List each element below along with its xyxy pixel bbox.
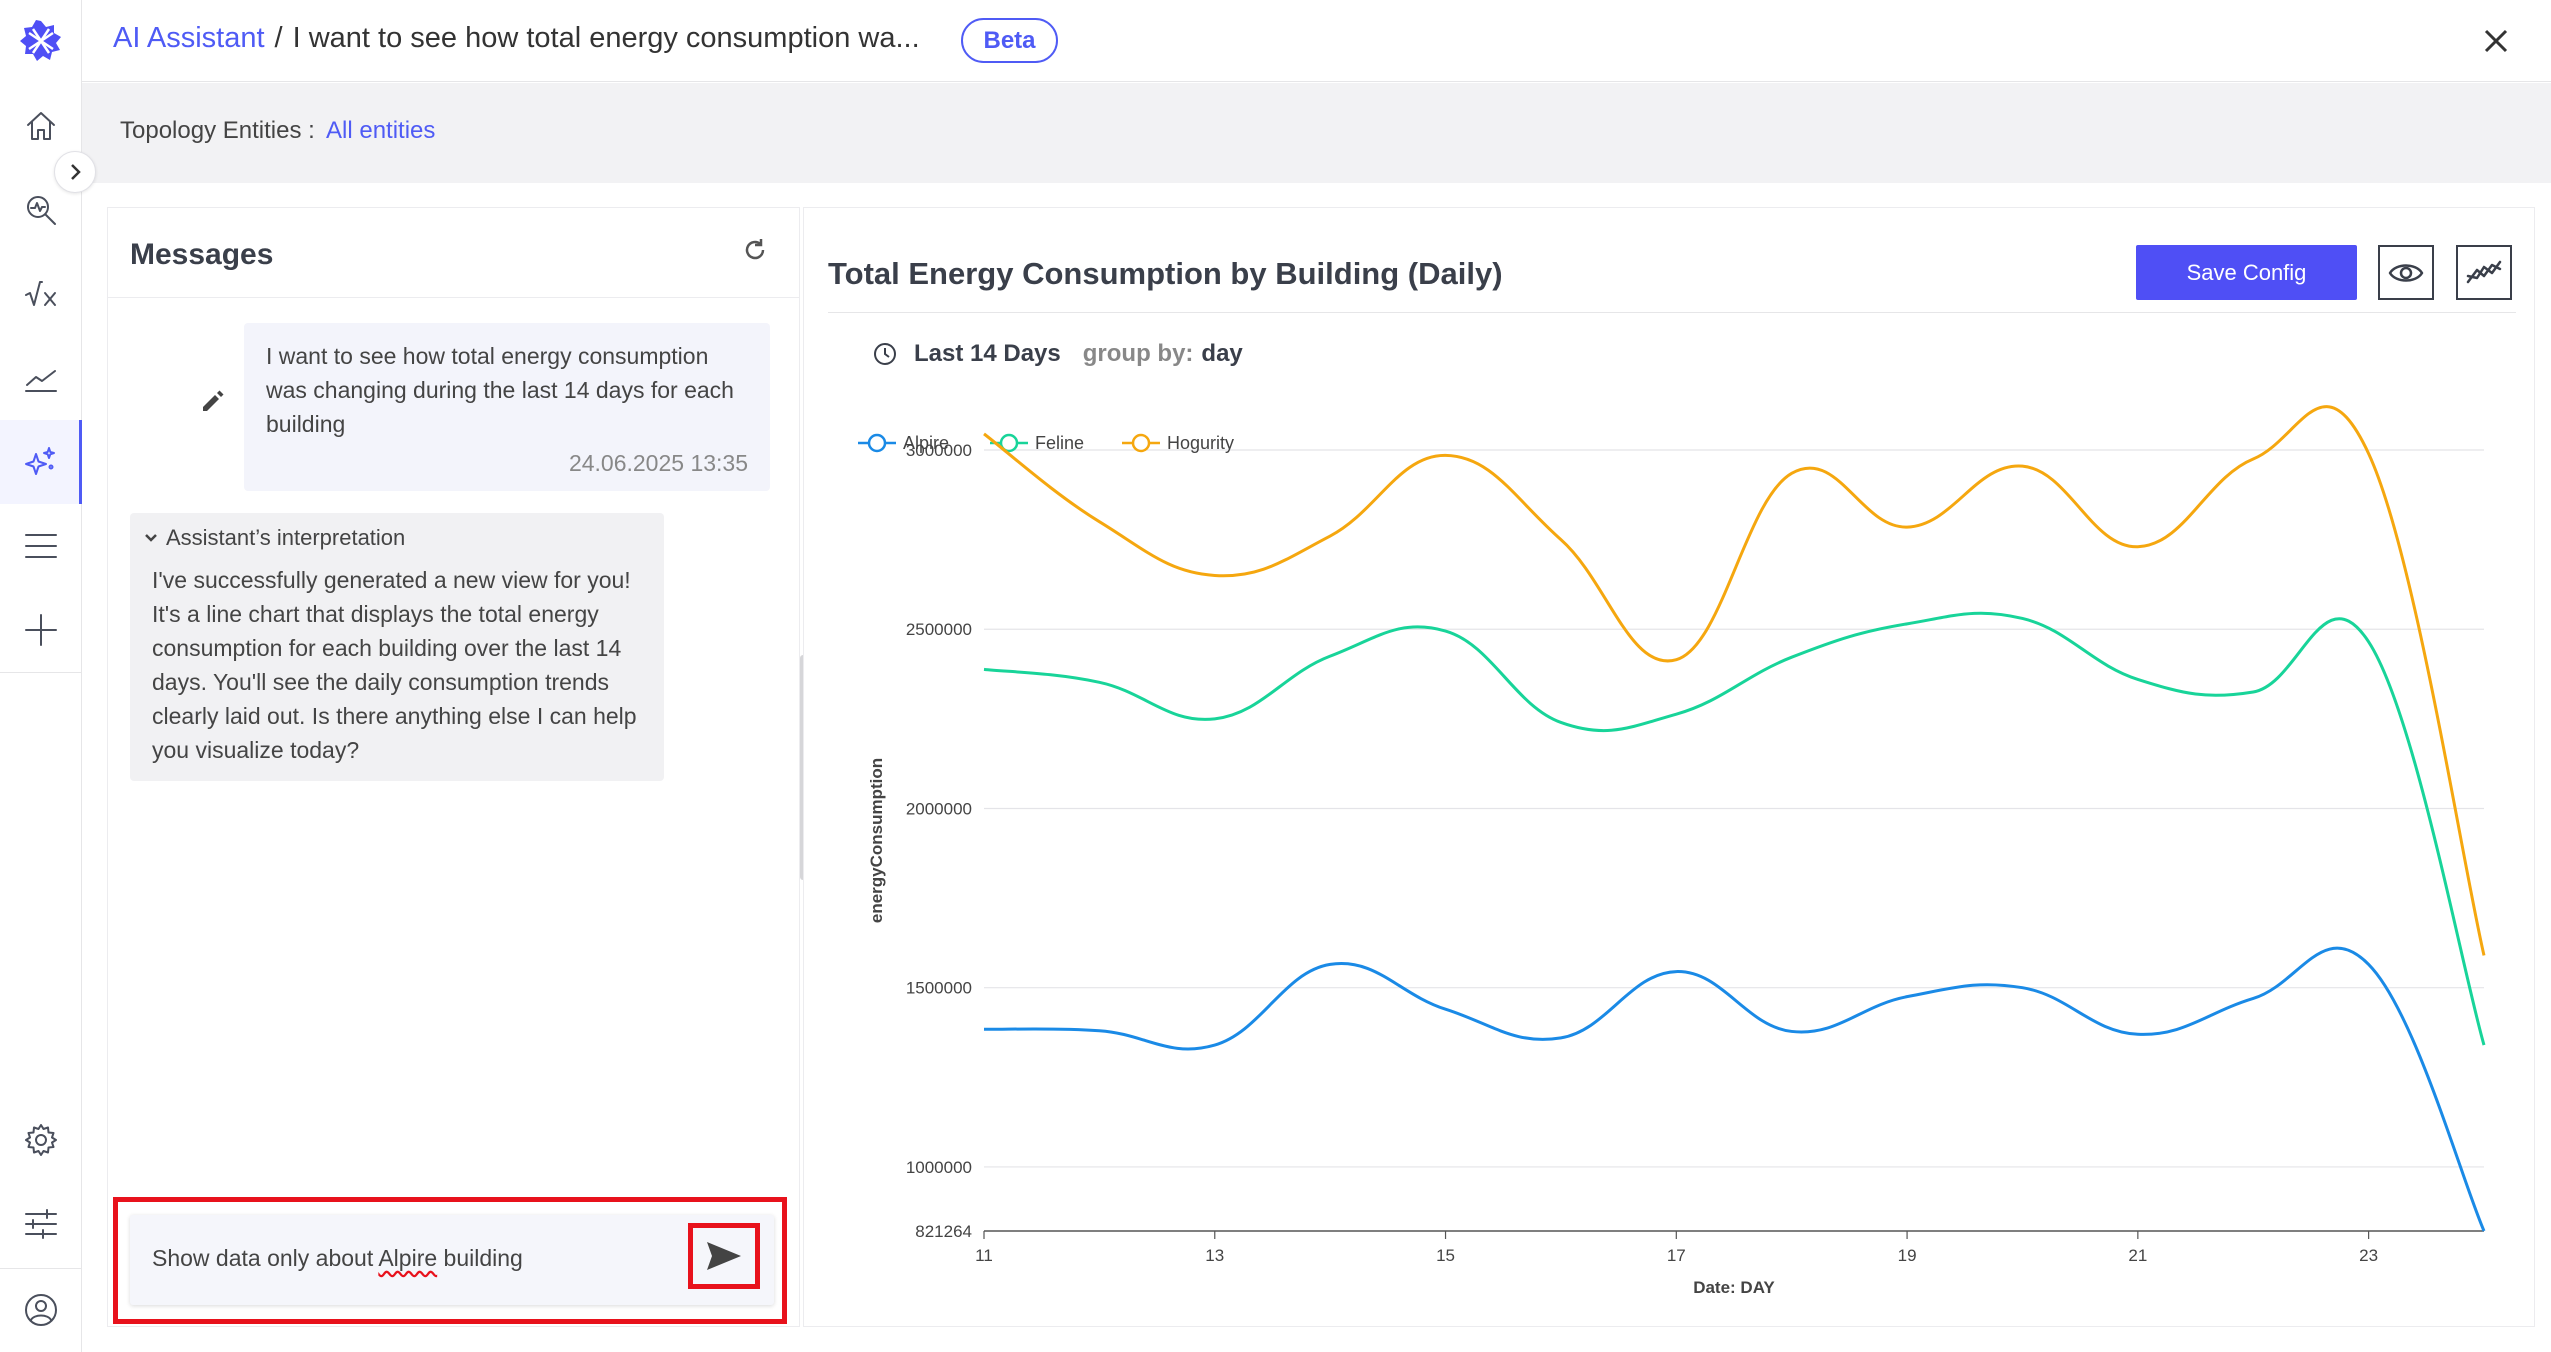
user-message-text: I want to see how total energy consumpti… [266, 343, 734, 437]
legend-marker-alpire [867, 433, 887, 453]
beta-badge: Beta [961, 18, 1058, 63]
x-tick-label: 21 [2128, 1246, 2147, 1265]
preview-button[interactable] [2378, 245, 2434, 300]
series-line-feline [983, 611, 2486, 1046]
group-by-label: group by: [1082, 340, 1194, 367]
nav-add[interactable] [0, 588, 82, 672]
x-axis-title: Date: DAY [1693, 1278, 1775, 1297]
chart-header-divider [828, 312, 2516, 313]
breadcrumb: AI Assistant / I want to see how total e… [113, 22, 920, 55]
nav-preferences[interactable] [0, 1182, 82, 1266]
legend-label-alpire: Alpire [903, 433, 949, 453]
assistant-message: Assistant’s interpretation I've successf… [130, 513, 664, 781]
chart-type-button[interactable] [2456, 245, 2512, 300]
x-tick-label: 19 [1898, 1246, 1917, 1265]
x-tick-label: 17 [1667, 1246, 1686, 1265]
send-button[interactable] [688, 1223, 760, 1289]
menu-icon [25, 534, 57, 558]
search-analytics-icon [27, 196, 56, 225]
time-range-label: Last 14 Days [914, 340, 1061, 367]
nav-trend[interactable] [0, 336, 82, 420]
edit-message-button[interactable] [200, 388, 230, 418]
topology-entities-selector[interactable]: All entities [326, 117, 436, 144]
nav-divider-bottom [0, 1268, 82, 1269]
nav-formula[interactable] [0, 252, 82, 336]
sliders-icon [25, 1209, 57, 1239]
formula-icon [25, 281, 56, 306]
y-tick-label: 821264 [915, 1222, 972, 1241]
y-tick-label: 2000000 [906, 799, 972, 818]
save-config-button[interactable]: Save Config [2136, 245, 2357, 300]
y-tick-label: 1500000 [906, 979, 972, 998]
message-input[interactable]: Show data only about Alpire building [130, 1215, 774, 1305]
clock-icon [874, 343, 896, 365]
line-chart: 821264 1000000 1500000 2000000 2500000 300000… [858, 405, 2486, 1297]
time-range[interactable]: Last 14 Days group by: day [872, 340, 1243, 368]
breadcrumb-query-title: I want to see how total energy consumpti… [292, 22, 920, 54]
y-tick-label: 1000000 [906, 1158, 972, 1177]
breadcrumb-separator: / [274, 22, 283, 54]
legend-label-feline: Feline [1035, 433, 1084, 453]
nav-settings[interactable] [0, 1098, 82, 1182]
interpretation-toggle[interactable]: Assistant’s interpretation [145, 525, 642, 551]
assistant-message-text: I've successfully generated a new view f… [152, 567, 637, 763]
expand-sidebar-button[interactable] [54, 151, 96, 193]
gear-icon [25, 1124, 57, 1156]
messages-title: Messages [130, 238, 274, 271]
pencil-icon [203, 390, 224, 411]
user-message-timestamp: 24.06.2025 13:35 [568, 450, 748, 476]
legend-marker-hogurity [1131, 433, 1151, 453]
y-tick-label: 3000000 [906, 441, 972, 460]
legend-marker-feline [999, 433, 1019, 453]
trend-icon [25, 370, 57, 392]
top-header: AI Assistant / I want to see how total e… [82, 0, 2551, 82]
input-highlight-box [113, 1197, 787, 1324]
line-chart-icon [2466, 260, 2502, 283]
eye-icon [2388, 263, 2424, 282]
chart-panel: Total Energy Consumption by Building (Da… [803, 207, 2535, 1327]
message-input-prefix: Show data only about [152, 1245, 379, 1271]
logo-icon[interactable] [19, 19, 63, 63]
messages-header: Messages [108, 208, 799, 298]
x-tick-label: 23 [2359, 1246, 2378, 1265]
home-icon [27, 112, 55, 140]
send-icon [707, 1242, 741, 1270]
chart-title: Total Energy Consumption by Building (Da… [828, 256, 1503, 291]
ai-assistant-icon [24, 447, 55, 475]
close-icon [2484, 29, 2508, 53]
message-input-text: Show data only about Alpire building [152, 1245, 523, 1272]
nav-home[interactable] [0, 84, 82, 168]
refresh-button[interactable] [741, 236, 771, 266]
breadcrumb-ai-assistant-link[interactable]: AI Assistant [113, 22, 265, 54]
x-tick-label: 11 [975, 1246, 993, 1265]
topology-entities-label: Topology Entities : [120, 117, 315, 144]
nav-divider [0, 672, 82, 673]
nav-menu[interactable] [0, 504, 82, 588]
x-tick-label: 13 [1205, 1246, 1224, 1265]
nav-profile[interactable] [0, 1268, 82, 1352]
user-icon [25, 1294, 57, 1326]
messages-panel: Messages I want to see how total energy … [107, 207, 806, 1327]
x-tick-label: 15 [1436, 1246, 1455, 1265]
plus-icon [25, 614, 57, 646]
message-input-misspelled-word: Alpire [378, 1245, 438, 1271]
legend-label-hogurity: Hogurity [1167, 433, 1234, 453]
nav-rail [0, 0, 96, 1352]
y-axis-title: energyConsumption [867, 758, 886, 923]
close-button[interactable] [2477, 22, 2515, 60]
refresh-icon [745, 239, 765, 260]
interpretation-label: Assistant’s interpretation [166, 525, 406, 550]
user-message: I want to see how total energy consumpti… [244, 323, 770, 491]
y-tick-label: 2500000 [906, 620, 972, 639]
series-line-hogurity [983, 405, 2486, 956]
filter-bar: Topology Entities : All entities [82, 83, 2551, 183]
nav-ai-assistant[interactable] [0, 420, 82, 504]
series-line-alpire [983, 946, 2486, 1232]
group-by-value: day [1201, 340, 1243, 367]
message-input-suffix: building [437, 1245, 523, 1271]
chevron-down-icon [145, 534, 157, 542]
chevron-right-icon [71, 164, 81, 180]
nav-search-analytics[interactable] [0, 168, 82, 252]
